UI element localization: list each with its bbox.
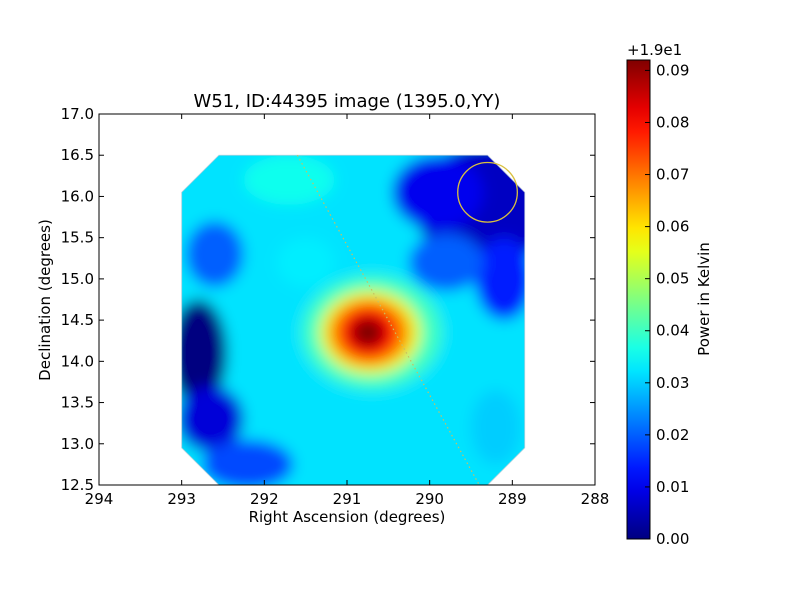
x-axis: 294 293 292 291 290 289 288 — [85, 114, 610, 508]
y-axis: 12.5 13.0 13.5 14.0 14.5 15.0 15.5 16.0 16.5 17.0 — [61, 105, 595, 494]
colorbar-ticks: 0.00 0.01 0.02 0.03 0.04 0.05 0.06 0.07 0.08 0.09 — [645, 61, 689, 548]
y-tick-label: 14.0 — [61, 352, 94, 370]
colorbar-tick-label: 0.00 — [656, 530, 689, 548]
x-tick-label: 290 — [415, 490, 444, 508]
heatmap-image — [181, 155, 525, 485]
x-axis-title: Right Ascension (degrees) — [249, 508, 446, 526]
chart-title: W51, ID:44395 image (1395.0,YY) — [194, 91, 501, 112]
colorbar-tick-label: 0.04 — [656, 322, 689, 340]
y-axis-title: Declination (degrees) — [36, 219, 54, 381]
y-tick-label: 13.0 — [61, 435, 94, 453]
y-tick-label: 13.5 — [61, 394, 94, 412]
colorbar-tick-label: 0.08 — [656, 113, 689, 131]
x-tick-label: 292 — [250, 490, 279, 508]
colorbar-tick-label: 0.09 — [656, 61, 689, 79]
colorbar-tick-label: 0.01 — [656, 478, 689, 496]
y-tick-label: 16.5 — [61, 146, 94, 164]
colorbar-title: Power in Kelvin — [695, 242, 713, 356]
colorbar-tick-label: 0.07 — [656, 166, 689, 184]
colorbar-tick-label: 0.05 — [656, 270, 689, 288]
y-tick-label: 15.5 — [61, 229, 94, 247]
x-tick-label: 294 — [85, 490, 114, 508]
colorbar-tick-label: 0.06 — [656, 218, 689, 236]
colorbar-tick-label: 0.03 — [656, 374, 689, 392]
x-tick-label: 289 — [498, 490, 527, 508]
x-tick-label: 291 — [333, 490, 362, 508]
colorbar: 0.00 0.01 0.02 0.03 0.04 0.05 0.06 0.07 0.08 0.09… — [626, 41, 713, 548]
plot-area: 294 293 292 291 290 289 288 12.5 13.0 13.5 14.0 14… — [61, 105, 610, 508]
y-tick-label: 12.5 — [61, 476, 94, 494]
colorbar-tick-label: 0.02 — [656, 426, 689, 444]
y-tick-label: 14.5 — [61, 311, 94, 329]
colorbar-gradient — [626, 59, 651, 540]
beam-circle — [457, 161, 518, 223]
x-tick-label: 293 — [167, 490, 196, 508]
y-tick-label: 15.0 — [61, 270, 94, 288]
colorbar-offset-label: +1.9e1 — [627, 41, 682, 59]
y-tick-label: 16.0 — [61, 187, 94, 205]
y-tick-label: 17.0 — [61, 105, 94, 123]
x-tick-label: 288 — [581, 490, 610, 508]
